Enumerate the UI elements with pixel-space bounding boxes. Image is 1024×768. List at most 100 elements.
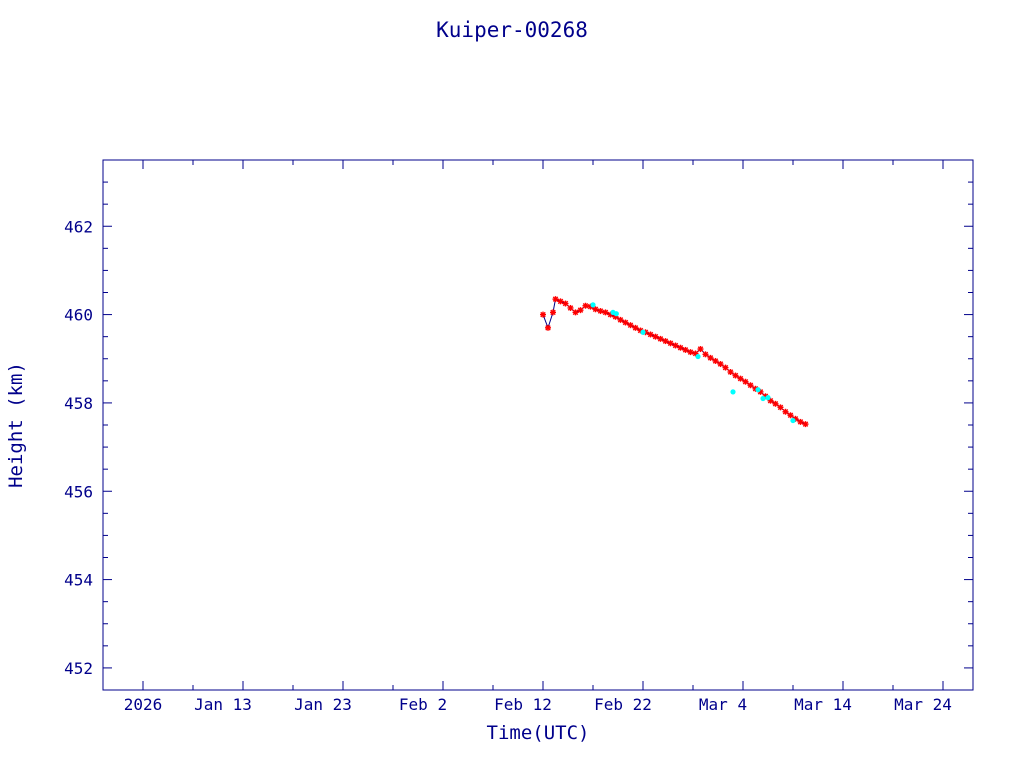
data-point-stroke xyxy=(687,349,694,355)
data-point xyxy=(702,351,709,358)
data-point-stroke xyxy=(727,369,734,375)
data-point-stroke xyxy=(550,309,556,316)
data-point xyxy=(662,338,669,345)
data-point-alt xyxy=(730,389,736,395)
data-point-stroke xyxy=(732,372,739,379)
y-tick-label: 452 xyxy=(64,659,93,678)
data-point-stroke xyxy=(717,361,724,367)
data-point-alt xyxy=(613,311,619,317)
x-tick-label: Mar 4 xyxy=(699,695,747,714)
data-point-stroke xyxy=(562,300,569,307)
data-point xyxy=(707,354,714,361)
data-point xyxy=(657,335,664,342)
x-axis-ticks: 2026 Jan 13 Jan 23 Feb 2 Feb 12 Feb 22 Mar 4 Ma… xyxy=(124,160,952,714)
data-point-stroke xyxy=(667,340,674,347)
data-point xyxy=(722,364,729,371)
data-point-stroke xyxy=(797,419,804,425)
plot-area xyxy=(540,296,809,428)
data-point xyxy=(652,333,659,340)
data-point xyxy=(597,308,604,315)
x-tick-label: Mar 24 xyxy=(894,695,952,714)
data-point-stroke xyxy=(772,401,779,407)
data-point-stroke xyxy=(747,382,754,388)
data-point-stroke xyxy=(557,298,564,305)
data-point xyxy=(557,298,564,305)
data-point xyxy=(727,369,734,375)
data-point-alt xyxy=(765,395,771,401)
data-point xyxy=(777,404,784,411)
data-point-alt xyxy=(760,395,766,402)
data-point-stroke xyxy=(632,325,639,331)
data-point xyxy=(540,311,546,318)
data-point xyxy=(782,408,789,415)
x-tick-label: Feb 22 xyxy=(594,695,652,714)
data-point xyxy=(582,302,589,309)
data-point xyxy=(602,309,609,316)
data-point-stroke xyxy=(540,311,546,318)
data-point xyxy=(622,319,629,326)
x-tick-label: Jan 13 xyxy=(194,695,252,714)
data-point xyxy=(545,324,551,331)
x-tick-label: 2026 xyxy=(124,695,163,714)
data-point-stroke xyxy=(637,327,644,334)
data-point xyxy=(552,296,559,303)
data-point-stroke xyxy=(707,355,714,361)
data-point-stroke xyxy=(552,296,559,302)
data-point-stroke xyxy=(777,404,784,411)
data-point xyxy=(550,309,556,316)
x-tick-label: Feb 2 xyxy=(399,695,447,714)
data-point-stroke xyxy=(657,336,664,342)
data-point-stroke xyxy=(782,409,789,415)
series-line xyxy=(542,298,806,425)
data-point-stroke xyxy=(592,306,599,313)
data-point xyxy=(672,342,679,349)
plot-axes xyxy=(102,159,974,691)
x-tick-label: Feb 12 xyxy=(494,695,552,714)
data-point xyxy=(732,372,739,379)
data-point-alt xyxy=(790,417,796,424)
data-point xyxy=(667,340,674,347)
data-point xyxy=(737,375,744,382)
data-point-stroke xyxy=(722,364,729,371)
data-point-stroke xyxy=(577,307,584,313)
plot-frame xyxy=(102,159,974,691)
y-axis-label: Height (km) xyxy=(5,362,27,488)
data-point xyxy=(697,346,704,353)
data-point xyxy=(747,382,754,389)
data-point xyxy=(717,361,724,368)
data-point-stroke xyxy=(787,412,794,419)
data-point-stroke xyxy=(672,342,679,349)
data-point xyxy=(567,304,574,311)
data-point-stroke xyxy=(582,303,589,309)
y-tick-label: 462 xyxy=(64,217,93,236)
data-point xyxy=(787,412,794,419)
x-axis-label: Time(UTC) xyxy=(487,722,590,744)
y-tick-label: 456 xyxy=(64,482,93,501)
data-point-stroke xyxy=(617,317,624,323)
data-point xyxy=(647,331,654,338)
data-point-stroke xyxy=(572,309,579,316)
data-point-stroke xyxy=(692,350,699,357)
data-point-stroke xyxy=(767,397,774,404)
data-point-stroke xyxy=(802,421,809,427)
data-point-stroke xyxy=(702,351,709,358)
data-point xyxy=(627,322,634,329)
data-point-stroke xyxy=(602,309,609,316)
data-point xyxy=(677,344,684,351)
data-point-alt xyxy=(695,353,701,360)
data-point-alt xyxy=(590,302,596,308)
data-point xyxy=(712,357,719,364)
data-point-stroke xyxy=(662,338,669,344)
data-point-stroke xyxy=(697,346,704,352)
data-point xyxy=(802,421,809,428)
data-point-stroke xyxy=(597,308,604,314)
data-point xyxy=(682,346,689,353)
data-point-stroke xyxy=(742,378,749,385)
data-point xyxy=(562,300,569,307)
chart-title: Kuiper-00268 xyxy=(436,18,588,42)
data-point-stroke xyxy=(682,347,689,353)
data-point xyxy=(687,349,694,356)
y-tick-label: 458 xyxy=(64,394,93,413)
data-point-stroke xyxy=(677,344,684,351)
